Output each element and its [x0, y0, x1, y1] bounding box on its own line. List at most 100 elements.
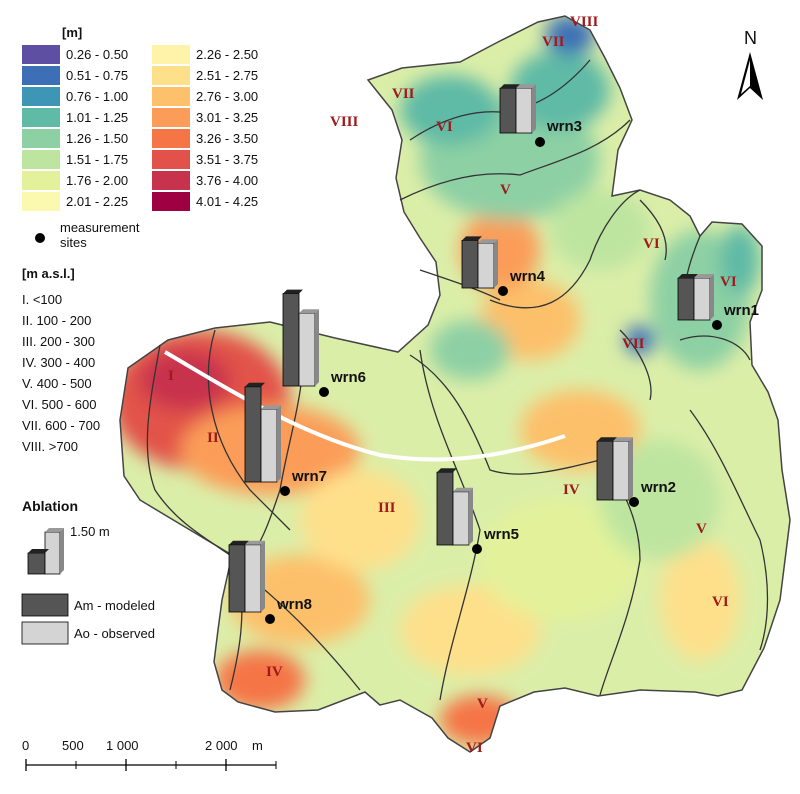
- modeled-bar-top: [678, 274, 698, 278]
- site-label: wrn5: [483, 526, 519, 543]
- legend-swatch: [152, 192, 190, 211]
- observed-bar: [693, 277, 711, 321]
- north-label: N: [744, 28, 757, 48]
- ablation-bars: wrn1 wrn2 wrn3 wrn4 wrn5 wrn6 wrn7 wrn8: [228, 84, 759, 624]
- legend-class-label: 3.01 - 3.25: [196, 110, 258, 125]
- observed-label: Ao - observed: [74, 626, 155, 641]
- modeled-bar-top: [437, 468, 457, 473]
- zone-label: VIII: [570, 14, 599, 30]
- observed-bar-top: [299, 309, 319, 314]
- zone-label: IV: [266, 664, 283, 680]
- legend-class-label: 3.76 - 4.00: [196, 173, 258, 188]
- modeled-bar-top: [462, 236, 482, 241]
- legend-class-label: 3.51 - 3.75: [196, 152, 258, 167]
- scale-label: 0: [22, 738, 29, 753]
- zone-label: VI: [643, 236, 660, 252]
- sites-label-line2: sites: [60, 235, 87, 250]
- zone-label: V: [477, 696, 488, 712]
- zone-label: I: [168, 368, 174, 384]
- measurement-site: [280, 486, 290, 496]
- scale-label: 500: [62, 738, 84, 753]
- legend-class-label: 0.51 - 0.75: [66, 68, 128, 83]
- legend-swatch: [152, 45, 190, 64]
- zone-label: VII: [542, 34, 565, 50]
- legend-class-label: 1.01 - 1.25: [66, 110, 128, 125]
- measurement-site-marker: [35, 233, 45, 243]
- site-label: wrn4: [509, 268, 546, 285]
- measurement-site: [712, 320, 722, 330]
- modeled-bar: [499, 87, 517, 134]
- observed-bar-top: [694, 274, 714, 278]
- ablation-title: Ablation: [22, 498, 78, 514]
- zone-label: VI: [712, 594, 729, 610]
- altitude-zone-item: VII. 600 - 700: [22, 418, 100, 433]
- legend-class-label: 3.26 - 3.50: [196, 131, 258, 146]
- legend: [m] 0.26 - 0.50 0.51 - 0.75 0.76 - 1.00 1.0…: [21, 25, 258, 645]
- legend-class-label: 2.26 - 2.50: [196, 47, 258, 62]
- modeled-bar: [461, 239, 479, 289]
- zone-label: VII: [622, 336, 645, 352]
- ablation-reference-bars: [27, 528, 64, 575]
- altitude-zone-list: I. <100 II. 100 - 200 III. 200 - 300 IV. 30…: [22, 292, 100, 454]
- zone-label: VI: [720, 274, 737, 290]
- legend-class-label: 2.01 - 2.25: [66, 194, 128, 209]
- observed-bar-side: [469, 487, 473, 545]
- legend-swatch: [152, 150, 190, 169]
- modeled-bar: [596, 440, 614, 501]
- observed-bar-side: [629, 437, 633, 500]
- site-label: wrn6: [330, 369, 366, 386]
- measurement-site: [629, 497, 639, 507]
- observed-bar-side: [710, 274, 714, 320]
- legend-class-label: 1.26 - 1.50: [66, 131, 128, 146]
- observed-bar: [477, 242, 495, 289]
- legend-swatch: [22, 171, 60, 190]
- white-track: [163, 350, 566, 462]
- modeled-bar: [228, 544, 246, 613]
- modeled-bar-top: [283, 289, 303, 294]
- measurement-site: [265, 614, 275, 624]
- modeled-bar-top: [500, 84, 520, 89]
- observed-bar: [298, 312, 316, 387]
- zone-label: III: [378, 500, 396, 516]
- zone-label: VII: [392, 86, 415, 102]
- scale-label: m: [252, 738, 263, 753]
- ablation-reference-value: 1.50 m: [70, 524, 110, 539]
- legend-class-label: 2.51 - 2.75: [196, 68, 258, 83]
- altitude-zone-item: I. <100: [22, 292, 62, 307]
- altitude-zone-item: V. 400 - 500: [22, 376, 92, 391]
- legend-swatch: [152, 87, 190, 106]
- zone-label: IV: [563, 482, 580, 498]
- site-label: wrn3: [546, 118, 582, 135]
- legend-class-label: 0.76 - 1.00: [66, 89, 128, 104]
- scale-bar: 0 500 1 000 2 000 m: [22, 738, 277, 771]
- observed-swatch: [21, 621, 69, 645]
- north-arrow: N: [737, 28, 763, 100]
- zone-label: V: [696, 521, 707, 537]
- observed-bar: [452, 491, 470, 546]
- measurement-site: [535, 137, 545, 147]
- altitude-zone-item: VI. 500 - 600: [22, 397, 96, 412]
- modeled-swatch: [21, 593, 69, 617]
- legend-swatch: [22, 150, 60, 169]
- legend-swatch: [152, 108, 190, 127]
- observed-bar: [612, 440, 630, 501]
- modeled-bar: [282, 293, 300, 387]
- observed-bar-side: [315, 309, 319, 386]
- legend-class-label: 1.51 - 1.75: [66, 152, 128, 167]
- observed-bar-side: [532, 84, 536, 133]
- observed-bar-top: [613, 437, 633, 442]
- legend-swatch: [152, 129, 190, 148]
- observed-bar-top: [261, 405, 281, 410]
- modeled-label: Am - modeled: [74, 598, 155, 613]
- glacier-outline: [119, 15, 791, 753]
- legend-swatch: [152, 66, 190, 85]
- observed-bar-side: [277, 405, 281, 482]
- altitude-zone-item: III. 200 - 300: [22, 334, 95, 349]
- altitude-title: [m a.s.l.]: [22, 266, 75, 281]
- observed-bar-top: [478, 239, 498, 244]
- scale-label: 1 000: [106, 738, 139, 753]
- modeled-bar-top: [229, 540, 249, 545]
- site-label: wrn2: [640, 479, 676, 496]
- zone-label: VIII: [330, 114, 359, 130]
